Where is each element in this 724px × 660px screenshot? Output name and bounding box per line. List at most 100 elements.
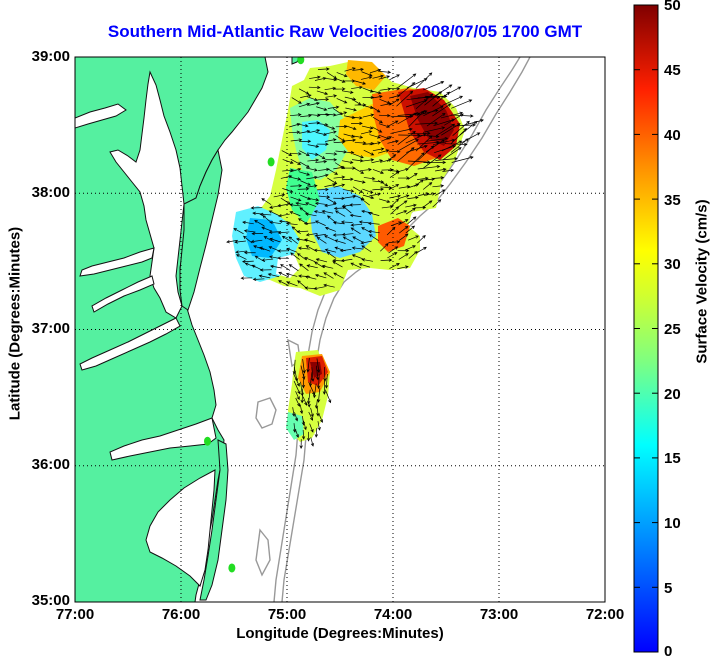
velocity-arrow [304,256,316,263]
velocity-arrow [354,80,367,85]
velocity-arrow [280,197,291,205]
velocity-arrow [367,211,380,216]
velocity-arrow [405,203,417,208]
velocity-arrow [423,177,436,181]
velocity-arrow [290,184,303,188]
velocity-arrow [388,184,400,191]
velocity-arrow [322,380,327,395]
velocity-arrow [433,84,453,98]
velocity-arrow [333,196,346,201]
velocity-arrow [408,235,420,241]
velocity-arrow [405,225,416,234]
velocity-arrow [307,397,311,408]
velocity-arrow [289,203,301,207]
velocity-arrow [314,261,325,269]
velocity-arrow [351,135,364,139]
velocity-arrow [299,139,312,143]
velocity-arrow [336,98,348,104]
data-gap [276,254,300,278]
velocity-arrow [326,251,337,259]
velocity-arrow [380,242,389,252]
velocity-arrow [405,207,416,215]
x-tick-label: 72:00 [585,606,625,623]
velocity-arrow [308,101,320,106]
velocity-arrow [432,199,442,208]
velocity-arrow [317,187,329,192]
velocity-arrow [321,209,334,214]
velocity-arrow [451,99,473,109]
velocity-arrow [311,367,315,382]
velocity-arrow [342,177,354,181]
velocity-arrow [290,196,302,202]
x-tick-label: 73:00 [479,606,519,623]
velocity-arrow [241,259,254,264]
velocity-arrow [304,212,317,217]
velocity-arrow [334,210,346,217]
velocity-arrow [333,165,345,170]
velocity-arrow [388,149,401,154]
velocity-arrow [280,264,291,271]
velocity-arrow [408,110,425,128]
colorbar-tick-label: 50 [664,0,681,14]
velocity-arrow [345,125,357,131]
velocity-arrow [442,168,455,173]
velocity-arrow [390,198,400,208]
velocity-arrow [397,200,408,208]
velocity-arrow [308,129,321,134]
velocity-arrow [306,184,318,188]
velocity-arrow [450,128,467,145]
velocity-arrow [305,202,317,207]
velocity-arrow [451,156,474,163]
velocity-arrow [324,373,329,389]
velocity-arrow [363,149,375,156]
velocity-arrow [282,159,294,164]
velocity-arrow [324,235,335,241]
velocity-arrow [288,130,301,134]
velocity-arrow [460,132,481,144]
velocity-arrow [352,153,364,159]
x-tick-label: 76:00 [161,606,201,623]
velocity-arrow [378,123,391,128]
velocity-arrow [312,383,317,399]
velocity-arrow [298,129,311,134]
velocity-arrow [316,106,328,111]
velocity-arrow [242,220,254,225]
velocity-arrow [415,121,439,125]
velocity-arrow [351,246,364,250]
velocity-arrow [397,82,416,97]
velocity-arrow [415,135,433,152]
velocity-arrow [314,399,319,409]
velocity-arrow [308,411,314,421]
velocity-arrow [297,187,310,191]
colorbar-tick-label: 40 [664,127,681,144]
velocity-arrow [306,358,310,373]
velocity-arrow [344,138,357,142]
velocity-arrow [291,97,302,104]
velocity-arrow [259,246,271,252]
velocity-arrow [251,264,263,271]
velocity-arrow [358,263,370,268]
x-tick-label: 74:00 [373,606,413,623]
velocity-arrow [277,256,289,260]
velocity-arrow [313,210,326,214]
x-tick-label: 77:00 [55,606,95,623]
velocity-arrow [327,168,339,175]
velocity-arrow [304,275,317,280]
velocity-arrow [324,183,336,187]
velocity-arrow [349,213,362,218]
velocity-arrow [378,75,391,80]
velocity-arrow [342,205,352,214]
velocity-arrow [300,388,304,404]
velocity-arrow [362,188,374,194]
velocity-arrow [250,206,263,210]
velocity-arrow [352,236,363,243]
velocity-arrow [399,225,409,234]
velocity-arrow [298,88,310,95]
colorbar-ticks [634,4,658,653]
velocity-arrow [310,437,315,447]
velocity-arrow [317,142,329,146]
velocity-arrow [315,152,326,160]
velocity-arrow [344,67,356,72]
station-marker [204,436,211,446]
velocity-arrow [326,197,337,205]
